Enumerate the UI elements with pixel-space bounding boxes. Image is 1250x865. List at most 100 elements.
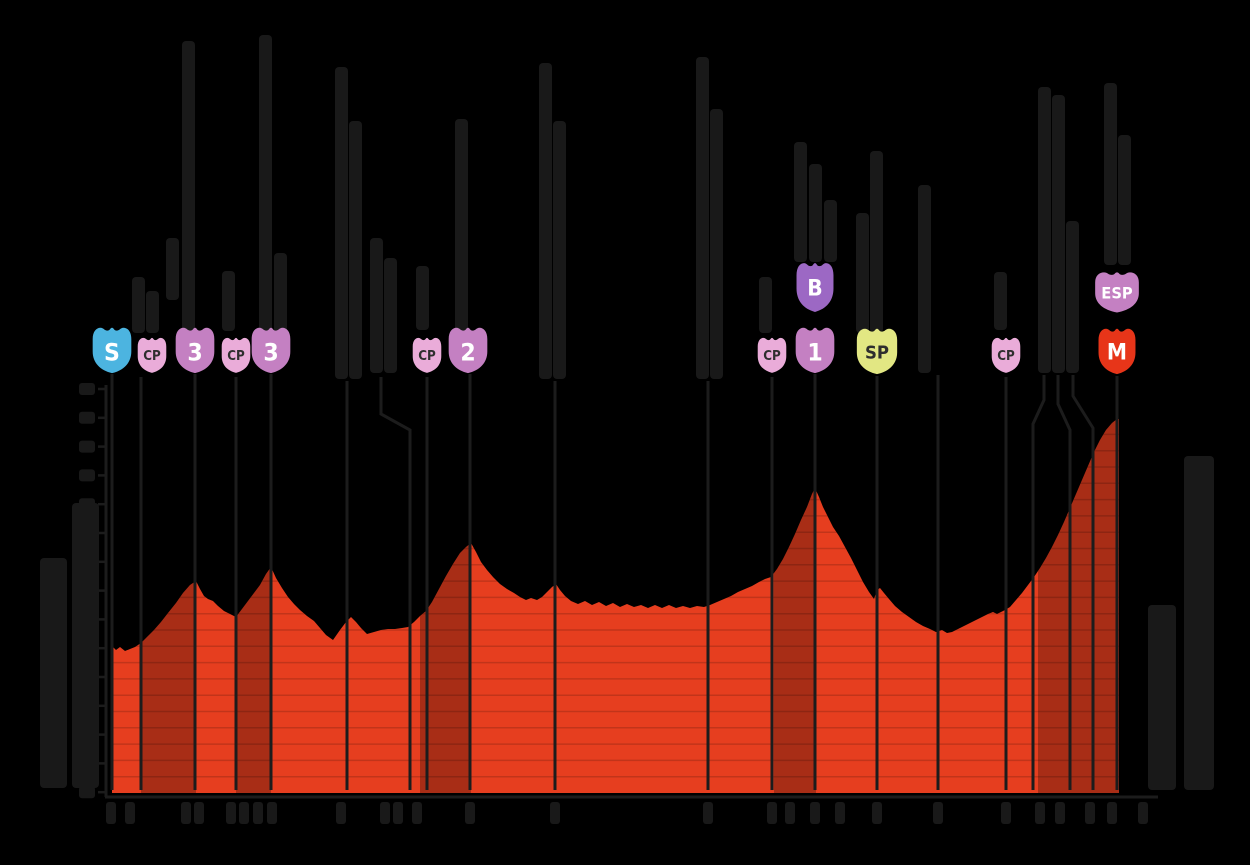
rotated-label-blob <box>258 35 272 333</box>
waypoint-leader-line <box>1071 375 1095 790</box>
rotated-label-blob <box>334 67 348 379</box>
badge-shield-icon <box>175 327 215 374</box>
badge-climb-especial: ESP <box>1091 269 1143 315</box>
rotated-label-blob <box>454 119 468 333</box>
x-tick-label-blob <box>1085 802 1095 824</box>
badge-shield-icon <box>1095 272 1139 313</box>
badge-shield-icon <box>796 263 834 312</box>
x-tick-label-blob <box>106 802 116 824</box>
x-tick-label-blob <box>336 802 346 824</box>
badge-bonus-seconds: B <box>793 259 837 315</box>
rotated-label-blob <box>758 277 772 333</box>
badge-checkpoint-4-label: CP <box>763 349 781 365</box>
badge-checkpoint-5: CP <box>989 335 1023 375</box>
rotated-label-blob <box>40 558 67 788</box>
rotated-label-blob <box>1103 83 1117 265</box>
badge-intermediate-sprint-label: SP <box>864 342 890 364</box>
badge-climb-especial-label: ESP <box>1101 283 1133 303</box>
rotated-label-blob <box>181 41 195 333</box>
badge-shield-icon <box>1098 328 1136 375</box>
badge-checkpoint-2-label: CP <box>227 349 245 365</box>
badge-shield-icon <box>251 327 291 374</box>
badge-shield-icon <box>92 327 132 374</box>
badge-start: S <box>89 324 135 376</box>
climb-shade-band <box>774 419 816 793</box>
badge-checkpoint-4: CP <box>755 335 789 375</box>
rotated-label-blob <box>1117 135 1131 265</box>
rotated-label-blob <box>793 142 807 262</box>
waypoint-leader-line <box>1031 375 1046 790</box>
x-tick-label-blob <box>785 802 795 824</box>
y-tick-label-blob <box>79 786 95 799</box>
x-tick-label-blob <box>835 802 845 824</box>
waypoint-leader-line <box>1056 375 1072 790</box>
x-tick-label-blob <box>226 802 236 824</box>
rotated-label-blob <box>145 291 159 333</box>
x-tick-label-blob <box>125 802 135 824</box>
climb-shade-band <box>1038 419 1119 793</box>
x-tick-label-blob <box>380 802 390 824</box>
x-tick-label-blob <box>253 802 263 824</box>
y-tick-label-blob <box>79 440 95 453</box>
rotated-label-blob <box>1148 605 1176 790</box>
x-tick-label-blob <box>393 802 403 824</box>
badge-finish: M <box>1095 325 1139 377</box>
badge-bonus-seconds-label: B <box>807 276 823 302</box>
rotated-label-blob <box>415 266 429 330</box>
x-tick-label-blob <box>412 802 422 824</box>
rotated-label-blob <box>808 164 822 262</box>
rotated-label-blob <box>165 238 179 300</box>
rotated-label-blob <box>1184 456 1214 790</box>
rotated-label-blob <box>538 63 552 379</box>
climb-shade-band <box>236 419 271 793</box>
rotated-label-blob <box>917 185 931 373</box>
rotated-label-blob <box>823 200 837 262</box>
badge-climb-cat1-label: 1 <box>807 338 823 367</box>
badge-shield-icon <box>412 337 442 373</box>
badge-checkpoint-3: CP <box>410 335 444 375</box>
badge-shield-icon <box>221 337 251 373</box>
x-tick-label-blob <box>1107 802 1117 824</box>
badge-climb-cat3-second-label: 3 <box>263 338 279 367</box>
x-tick-label-blob <box>194 802 204 824</box>
badge-shield-icon <box>137 337 167 373</box>
rotated-label-blob <box>993 272 1007 330</box>
rotated-label-blob <box>1065 221 1079 373</box>
badge-climb-cat1: 1 <box>792 324 838 376</box>
rotated-label-blob <box>552 121 566 379</box>
rotated-label-blob <box>869 151 883 333</box>
badge-checkpoint-1: CP <box>135 335 169 375</box>
rotated-label-blob <box>855 213 869 333</box>
badge-checkpoint-5-label: CP <box>997 349 1015 365</box>
x-tick-label-blob <box>465 802 475 824</box>
badge-checkpoint-2: CP <box>219 335 253 375</box>
y-tick-label-blob <box>79 411 95 424</box>
rotated-label-blob <box>131 277 145 333</box>
badge-climb-cat2-label: 2 <box>460 338 476 367</box>
waypoint-leader-line <box>379 377 412 790</box>
x-tick-label-blob <box>872 802 882 824</box>
badge-climb-cat3-first: 3 <box>172 324 218 376</box>
badge-shield-icon <box>856 328 898 375</box>
rotated-label-blob <box>273 253 287 333</box>
x-tick-label-blob <box>267 802 277 824</box>
badge-finish-label: M <box>1106 340 1128 366</box>
badge-checkpoint-3-label: CP <box>418 349 436 365</box>
badge-climb-cat3-first-label: 3 <box>187 338 203 367</box>
rotated-label-blob <box>383 258 397 373</box>
badge-shield-icon <box>795 327 835 374</box>
rotated-label-blob <box>369 238 383 373</box>
x-tick-label-blob <box>933 802 943 824</box>
rotated-label-blob <box>709 109 723 379</box>
x-tick-label-blob <box>1001 802 1011 824</box>
x-tick-label-blob <box>1138 802 1148 824</box>
x-tick-label-blob <box>181 802 191 824</box>
rotated-label-blob <box>348 121 362 379</box>
badge-climb-cat2: 2 <box>445 324 491 376</box>
rotated-label-blob <box>695 57 709 379</box>
badge-shield-icon <box>991 337 1021 373</box>
x-tick-label-blob <box>550 802 560 824</box>
badge-checkpoint-1-label: CP <box>143 349 161 365</box>
